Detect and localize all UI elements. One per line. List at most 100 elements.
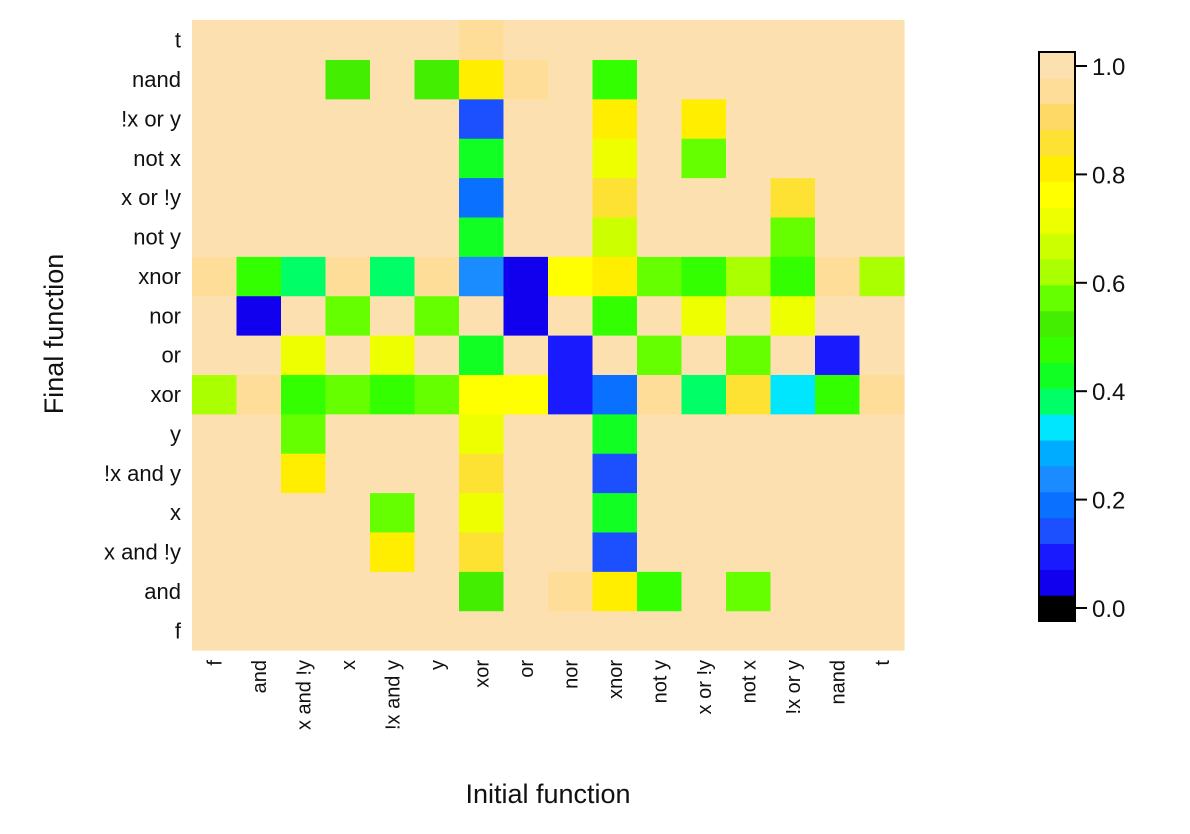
heatmap-cell <box>503 256 549 297</box>
heatmap-cell <box>726 295 772 336</box>
heatmap-cell <box>414 138 460 179</box>
heatmap-cell <box>815 216 861 257</box>
heatmap-cell <box>770 20 816 60</box>
heatmap-cell <box>770 138 816 179</box>
heatmap-cell <box>770 610 816 651</box>
heatmap-cell <box>459 610 505 651</box>
heatmap-cell <box>815 256 861 297</box>
heatmap-cell <box>592 335 638 375</box>
colorbar-segment <box>1039 155 1075 182</box>
heatmap-cell <box>637 216 683 257</box>
heatmap-cell <box>236 571 282 612</box>
heatmap-cell <box>414 256 460 297</box>
heatmap-cell <box>503 138 549 179</box>
heatmap-cell <box>325 335 371 375</box>
heatmap-cell <box>815 295 861 336</box>
heatmap-cell <box>281 610 327 651</box>
heatmap-cell <box>281 138 327 179</box>
x-tick-label: not y <box>649 660 671 703</box>
heatmap-cell <box>726 571 772 612</box>
heatmap-cell <box>548 335 594 375</box>
heatmap-cell <box>770 531 816 572</box>
heatmap-cell <box>192 20 238 60</box>
heatmap-cell <box>548 20 594 60</box>
heatmap-cell <box>681 453 727 494</box>
heatmap-cell <box>192 256 238 297</box>
y-tick-label: x or !y <box>121 185 181 210</box>
heatmap-cell <box>414 59 460 100</box>
heatmap-cell <box>592 610 638 651</box>
heatmap-cell <box>236 335 282 375</box>
heatmap-cell <box>815 138 861 179</box>
heatmap-cell <box>281 98 327 139</box>
heatmap-cell <box>548 59 594 100</box>
heatmap-cell <box>236 374 282 415</box>
heatmap-cell <box>548 374 594 415</box>
heatmap-cell <box>815 98 861 139</box>
heatmap-cell <box>459 98 505 139</box>
y-tick-label: or <box>161 343 181 368</box>
x-tick-label: and <box>249 660 271 693</box>
heatmap-cell <box>503 492 549 533</box>
heatmap-cell <box>370 59 416 100</box>
heatmap-cell <box>681 20 727 60</box>
heatmap-cell <box>236 216 282 257</box>
heatmap-cells <box>192 20 905 651</box>
y-tick-label: not y <box>133 225 181 250</box>
heatmap-cell <box>236 531 282 572</box>
x-tick-label: x and !y <box>293 660 315 730</box>
heatmap-cell <box>236 256 282 297</box>
heatmap-cell <box>503 295 549 336</box>
heatmap-cell <box>637 177 683 218</box>
colorbar-segment <box>1039 388 1075 415</box>
heatmap-cell <box>192 216 238 257</box>
heatmap-cell <box>414 335 460 375</box>
heatmap-cell <box>859 335 905 375</box>
colorbar-segment <box>1039 103 1075 131</box>
heatmap-cell <box>459 138 505 179</box>
heatmap-cell <box>815 177 861 218</box>
heatmap-cell <box>192 610 238 651</box>
heatmap-cell <box>325 610 371 651</box>
heatmap-cell <box>414 374 460 415</box>
colorbar-tick-label: 0.4 <box>1092 379 1125 406</box>
heatmap-cell <box>414 216 460 257</box>
heatmap-cell <box>370 335 416 375</box>
colorbar-segment <box>1039 465 1075 493</box>
heatmap-cell <box>281 374 327 415</box>
heatmap-cell <box>815 20 861 60</box>
x-tick-label: nand <box>827 660 849 705</box>
colorbar-segment <box>1039 181 1075 208</box>
heatmap-cell <box>459 216 505 257</box>
heatmap-cell <box>726 492 772 533</box>
heatmap-cell <box>859 531 905 572</box>
heatmap-cell <box>681 256 727 297</box>
heatmap-cell <box>370 571 416 612</box>
colorbar-segment <box>1039 491 1075 519</box>
heatmap-cell <box>592 98 638 139</box>
heatmap-cell <box>370 177 416 218</box>
x-tick-label: xor <box>471 660 493 688</box>
heatmap-cell <box>859 374 905 415</box>
heatmap-cell <box>236 138 282 179</box>
heatmap-cell <box>637 59 683 100</box>
heatmap-cell <box>325 571 371 612</box>
heatmap-cell <box>236 610 282 651</box>
heatmap-cell <box>592 413 638 454</box>
heatmap-cell <box>681 335 727 375</box>
heatmap-cell <box>592 374 638 415</box>
heatmap-cell <box>637 531 683 572</box>
heatmap-cell <box>592 571 638 612</box>
y-tick-label: !x and y <box>104 461 181 486</box>
heatmap-cell <box>770 98 816 139</box>
colorbar-tick-label: 1.0 <box>1092 54 1125 81</box>
y-tick-label: y <box>170 421 181 446</box>
heatmap-cell <box>681 413 727 454</box>
heatmap-cell <box>681 374 727 415</box>
heatmap-cell <box>192 335 238 375</box>
heatmap-cell <box>770 295 816 336</box>
heatmap-cell <box>192 453 238 494</box>
heatmap-cell <box>592 492 638 533</box>
heatmap-cell <box>370 98 416 139</box>
